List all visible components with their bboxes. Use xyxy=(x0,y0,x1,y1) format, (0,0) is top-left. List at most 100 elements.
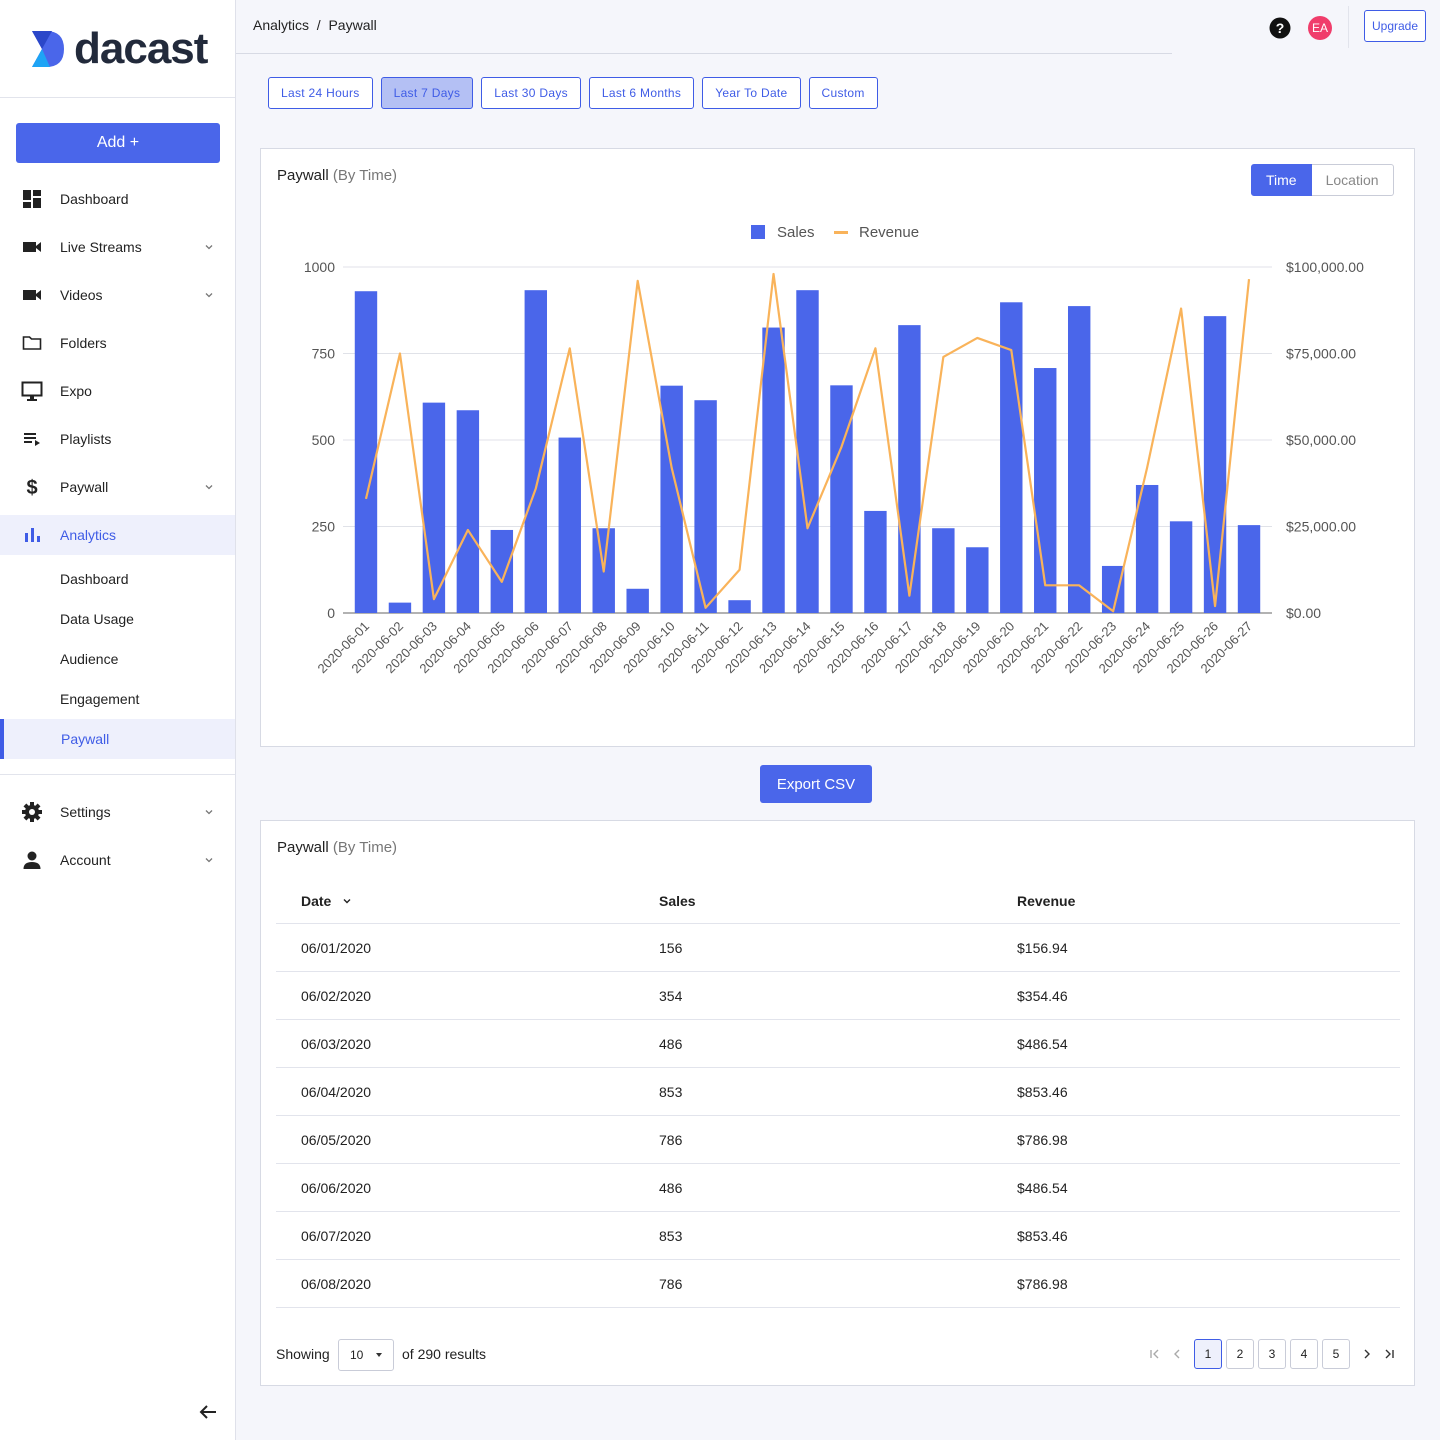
period-selector: Last 24 Hours Last 7 Days Last 30 Days L… xyxy=(268,77,878,109)
sales-bar xyxy=(1000,302,1023,613)
table-row: 06/01/2020 156 $156.94 xyxy=(276,924,1400,972)
prev-page-icon[interactable] xyxy=(1166,1339,1188,1369)
svg-text:?: ? xyxy=(1276,20,1285,36)
sidebar-nav: Dashboard Live Streams Videos Folders xyxy=(0,175,235,884)
chevron-down-icon xyxy=(205,858,213,863)
avatar[interactable]: EA xyxy=(1308,16,1332,40)
sidebar-item-playlists[interactable]: Playlists xyxy=(0,415,235,463)
sales-bar xyxy=(966,547,989,613)
sales-bar xyxy=(728,600,751,613)
logo[interactable]: dacast xyxy=(0,0,235,98)
sales-bar xyxy=(626,588,649,613)
table-title-main: Paywall xyxy=(277,839,329,856)
date-cell: 06/02/2020 xyxy=(301,988,372,1004)
date-column-header[interactable]: Date xyxy=(301,877,353,925)
logo-text: dacast xyxy=(74,23,208,73)
date-cell: 06/07/2020 xyxy=(301,1228,372,1244)
svg-text:$: $ xyxy=(26,477,37,498)
sales-bar xyxy=(830,385,853,613)
sales-cell: 156 xyxy=(659,940,683,956)
sidebar-subitem-audience[interactable]: Audience xyxy=(0,639,235,679)
caret-down-icon xyxy=(376,1353,382,1357)
sidebar-item-settings[interactable]: Settings xyxy=(0,788,235,836)
sidebar-item-expo[interactable]: Expo xyxy=(0,367,235,415)
per-page-select[interactable]: 10 xyxy=(338,1339,394,1371)
sales-bar xyxy=(1067,306,1091,613)
sidebar-subitem-dashboard[interactable]: Dashboard xyxy=(0,559,235,599)
y-left-tick-label: 1000 xyxy=(304,259,335,275)
sidebar-item-analytics[interactable]: Analytics xyxy=(0,515,235,555)
date-cell: 06/01/2020 xyxy=(301,940,372,956)
y-right-tick-label: $0.00 xyxy=(1286,605,1321,621)
sidebar-subitem-engagement[interactable]: Engagement xyxy=(0,679,235,719)
date-header-label: Date xyxy=(301,893,332,909)
sidebar-subitem-label: Audience xyxy=(60,651,119,667)
sales-bar xyxy=(1203,316,1227,613)
top-bar: Analytics / Paywall ? EA Upgrade xyxy=(236,0,1440,54)
results-count: of 290 results xyxy=(402,1346,487,1362)
sales-bar xyxy=(762,327,785,613)
first-page-icon[interactable] xyxy=(1144,1339,1166,1369)
revenue-cell: $853.46 xyxy=(1017,1084,1068,1100)
sales-bar xyxy=(1034,368,1057,613)
location-toggle-button[interactable]: Location xyxy=(1311,164,1394,196)
page-2-button[interactable]: 2 xyxy=(1226,1339,1254,1369)
sales-column-header[interactable]: Sales xyxy=(659,893,696,909)
sales-bar xyxy=(1169,521,1193,613)
period-last-24-hours-button[interactable]: Last 24 Hours xyxy=(268,77,373,109)
sidebar-divider xyxy=(0,774,235,775)
next-page-icon[interactable] xyxy=(1356,1339,1378,1369)
page-3-button[interactable]: 3 xyxy=(1258,1339,1286,1369)
paywall-chart-card: Paywall (By Time) Time Location 0 250 500 7… xyxy=(260,148,1415,747)
sidebar-subitem-paywall[interactable]: Paywall xyxy=(0,719,235,759)
chevron-down-icon xyxy=(205,245,213,250)
sales-bar xyxy=(694,400,717,613)
period-year-to-date-button[interactable]: Year To Date xyxy=(702,77,801,109)
period-last-30-days-button[interactable]: Last 30 Days xyxy=(481,77,581,109)
paywall-table: Date Sales Revenue 06/01/2020 156 $156.94 0… xyxy=(276,877,1400,1308)
video-camera-icon xyxy=(21,236,43,258)
sales-cell: 486 xyxy=(659,1036,683,1052)
time-toggle-button[interactable]: Time xyxy=(1251,164,1312,196)
paywall-table-card: Paywall (By Time) Date Sales Revenue 06/… xyxy=(260,820,1415,1386)
sidebar-item-paywall[interactable]: $ Paywall xyxy=(0,463,235,511)
date-cell: 06/03/2020 xyxy=(301,1036,372,1052)
sidebar-item-live-streams[interactable]: Live Streams xyxy=(0,223,235,271)
sidebar-item-folders[interactable]: Folders xyxy=(0,319,235,367)
sales-bar xyxy=(558,437,581,613)
period-last-6-months-button[interactable]: Last 6 Months xyxy=(588,77,695,109)
add-button[interactable]: Add + xyxy=(16,123,220,163)
sidebar-item-account[interactable]: Account xyxy=(0,836,235,884)
chevron-down-icon xyxy=(205,810,213,815)
table-row: 06/07/2020 853 $853.46 xyxy=(276,1212,1400,1260)
page-5-button[interactable]: 5 xyxy=(1322,1339,1350,1369)
sales-cell: 853 xyxy=(659,1084,683,1100)
sidebar-item-dashboard[interactable]: Dashboard xyxy=(0,175,235,223)
date-cell: 06/04/2020 xyxy=(301,1084,372,1100)
date-cell: 06/06/2020 xyxy=(301,1180,372,1196)
y-left-tick-label: 250 xyxy=(312,519,336,535)
sales-bar xyxy=(898,325,921,613)
gear-icon xyxy=(21,801,43,823)
help-icon[interactable]: ? xyxy=(1269,17,1291,39)
export-csv-button[interactable]: Export CSV xyxy=(760,765,872,803)
table-header-row: Date Sales Revenue xyxy=(276,877,1400,924)
period-last-7-days-button[interactable]: Last 7 Days xyxy=(380,77,474,109)
page-4-button[interactable]: 4 xyxy=(1290,1339,1318,1369)
upgrade-button[interactable]: Upgrade xyxy=(1364,10,1426,42)
collapse-sidebar-arrow-icon[interactable] xyxy=(197,1401,219,1423)
monitor-icon xyxy=(21,380,43,402)
sidebar-item-label: Videos xyxy=(60,287,103,303)
revenue-cell: $486.54 xyxy=(1017,1180,1068,1196)
sidebar-item-videos[interactable]: Videos xyxy=(0,271,235,319)
sidebar-subitem-data-usage[interactable]: Data Usage xyxy=(0,599,235,639)
sales-bar xyxy=(490,529,514,613)
last-page-icon[interactable] xyxy=(1378,1339,1400,1369)
period-custom-button[interactable]: Custom xyxy=(808,77,878,109)
page-1-button[interactable]: 1 xyxy=(1194,1339,1222,1369)
time-location-toggle: Time Location xyxy=(1251,164,1394,196)
sales-bar xyxy=(1101,565,1125,613)
revenue-column-header[interactable]: Revenue xyxy=(1017,893,1076,909)
video-camera-icon xyxy=(21,284,43,306)
